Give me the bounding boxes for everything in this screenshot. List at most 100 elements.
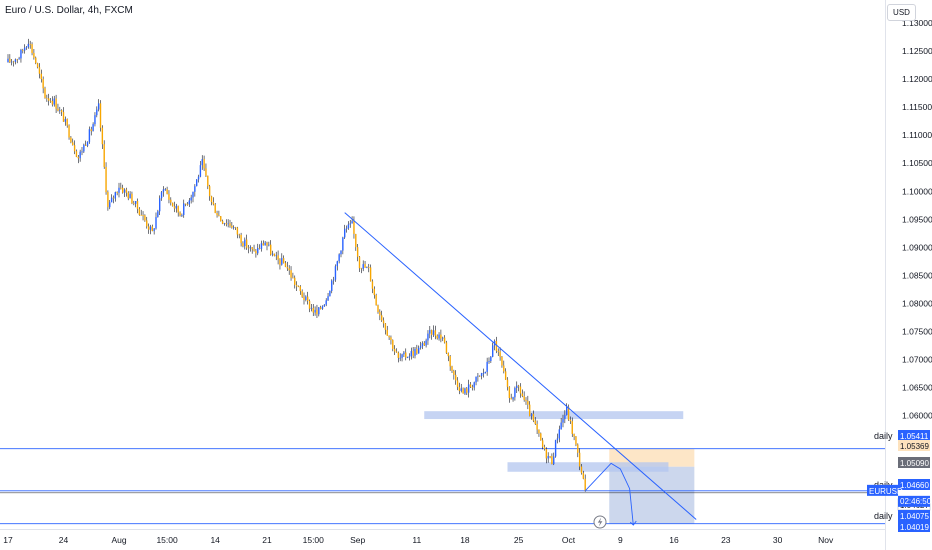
candle-body <box>190 197 192 201</box>
candle-body <box>329 290 331 297</box>
candle-body <box>577 444 579 453</box>
candle-body <box>543 446 546 450</box>
candle-body <box>147 226 150 230</box>
candle-body <box>197 176 200 180</box>
candle-body <box>55 98 57 109</box>
candle-body <box>36 63 39 68</box>
candle-body <box>451 366 453 371</box>
candle-body <box>340 250 342 255</box>
candle-body <box>122 187 124 193</box>
candle-body <box>18 58 20 60</box>
candle-body <box>92 124 94 132</box>
time-tick-label: 30 <box>773 535 783 545</box>
candle-body <box>484 371 486 374</box>
candle-body <box>462 388 464 394</box>
candle-body <box>275 255 277 257</box>
candle-body <box>221 221 224 224</box>
candle-body <box>519 386 522 394</box>
candle-body <box>264 242 266 246</box>
candle-body <box>358 256 361 269</box>
candle-body <box>53 98 55 105</box>
time-tick-label: Oct <box>562 535 576 545</box>
time-tick-label: 25 <box>514 535 524 545</box>
price-tag-value: 1.04660 <box>900 481 929 490</box>
candle-body <box>282 258 285 264</box>
candle-body <box>238 234 240 236</box>
candle-body <box>406 357 409 359</box>
candle-body <box>183 203 185 215</box>
supply-demand-zone <box>507 462 669 472</box>
candle-body <box>449 356 451 367</box>
candle-body <box>284 263 287 267</box>
lightning-icon[interactable] <box>593 515 607 529</box>
candle-body <box>86 141 89 146</box>
candle-body <box>364 264 366 268</box>
candle-body <box>175 205 178 209</box>
candle-body <box>529 404 531 417</box>
candle-body <box>414 348 416 356</box>
time-axis[interactable]: 17 24 Aug 15:00 14 21 15:00 Sep 11 18 25 Oct 9 16 23 30… <box>3 535 834 545</box>
currency-button[interactable]: USD <box>887 4 916 21</box>
candle-body <box>257 247 259 254</box>
candle-body <box>116 192 118 193</box>
price-tick-label: 1.08500 <box>902 270 932 280</box>
candle-body <box>410 351 412 357</box>
candle-body <box>405 352 407 358</box>
candle-body <box>44 88 46 98</box>
candle-body <box>477 375 479 377</box>
candle-body <box>408 356 411 358</box>
candle-body <box>345 228 348 230</box>
price-tag-value: 1.05369 <box>900 442 929 451</box>
candle-body <box>75 151 78 157</box>
candle-body <box>179 212 181 216</box>
price-tick-label: 1.07000 <box>902 355 932 365</box>
candle-body <box>151 226 153 232</box>
candle-body <box>438 334 440 339</box>
candle-body <box>510 398 512 400</box>
candle-body <box>455 374 457 381</box>
candle-body <box>514 387 516 398</box>
candle-body <box>314 309 316 313</box>
projection-path <box>584 462 634 526</box>
candle-body <box>371 281 374 289</box>
candle-body <box>399 357 401 359</box>
candle-body <box>540 433 542 441</box>
candle-body <box>294 277 296 285</box>
candle-body <box>253 249 255 251</box>
candle-body <box>366 267 368 268</box>
candle-body <box>7 58 9 63</box>
price-tick-label: 1.11500 <box>902 102 932 112</box>
candle-body <box>312 307 314 313</box>
candle-body <box>392 340 394 349</box>
candle-body <box>68 125 70 138</box>
price-axis[interactable]: 1.13000 1.12500 1.12000 1.11500 1.11000 1.105… <box>902 18 932 421</box>
price-tag <box>898 479 930 490</box>
candle-body <box>286 266 289 269</box>
candle-body <box>181 214 183 216</box>
price-tick-label: 1.06000 <box>902 411 932 421</box>
candle-body <box>471 386 474 388</box>
candle-body <box>146 220 148 227</box>
candle-body <box>42 79 44 89</box>
candle-body <box>166 189 168 195</box>
candle-body <box>467 384 470 393</box>
candle-body <box>258 247 261 249</box>
candle-body <box>288 268 290 271</box>
trendline <box>344 212 697 520</box>
candle-body <box>556 438 559 441</box>
candle-body <box>488 361 490 362</box>
candle-body <box>33 53 35 58</box>
candle-body <box>48 98 50 101</box>
candle-body <box>569 419 572 422</box>
price-tag-value: 1.05090 <box>900 459 929 468</box>
price-tick-label: 1.10500 <box>902 158 932 168</box>
candle-body <box>447 352 449 357</box>
symbol-tag <box>867 484 898 496</box>
time-tick-label: 14 <box>210 535 220 545</box>
candle-body <box>22 49 24 51</box>
candle-body <box>523 396 525 400</box>
candle-body <box>419 346 422 348</box>
price-tick-label: 1.13000 <box>902 18 932 28</box>
